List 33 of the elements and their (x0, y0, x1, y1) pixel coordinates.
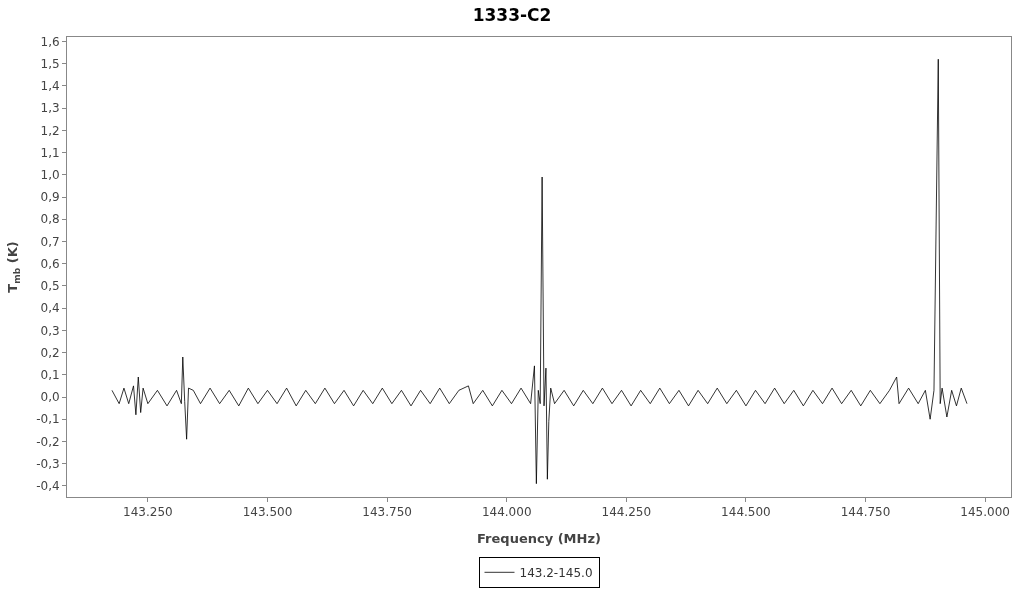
x-tick-label: 145.000 (960, 505, 1010, 520)
x-axis-title: Frequency (MHz) (477, 531, 601, 546)
y-tick-label: 0,1 (40, 367, 60, 382)
y-tick-label: 0,6 (40, 256, 60, 271)
y-tick-label: 1,5 (40, 56, 60, 71)
y-tick-label: 0,4 (40, 301, 60, 316)
y-tick-label: 1,3 (40, 101, 60, 116)
y-tick-label: -0,4 (36, 479, 60, 494)
y-tick-label: 0,0 (40, 390, 60, 405)
y-tick-label: 0,9 (40, 190, 60, 205)
x-tick-label: 144.750 (840, 505, 891, 520)
y-tick-label: 1,0 (40, 167, 60, 182)
x-tick-label: 143.250 (123, 505, 173, 520)
line-series (111, 58, 968, 485)
x-tick-label: 144.500 (721, 505, 771, 520)
y-tick-label: 0,7 (40, 234, 60, 249)
y-tick-label: 0,2 (40, 345, 60, 360)
y-tick-label: 1,2 (40, 123, 60, 138)
x-tick-label: 144.250 (601, 505, 652, 520)
y-tick-label: 0,3 (40, 323, 60, 338)
chart-title: 1333-C2 (472, 4, 552, 25)
y-tick-label: 1,1 (40, 145, 60, 160)
legend-label: 143.2-145.0 (519, 565, 593, 580)
y-tick-label: -0,3 (36, 456, 60, 471)
y-tick-label: 1,6 (40, 34, 60, 49)
x-tick-label: 144.000 (481, 505, 532, 520)
y-tick-label: 1,4 (40, 79, 60, 94)
y-tick-label: -0,2 (36, 434, 60, 449)
x-tick-label: 143.750 (362, 505, 412, 520)
y-tick-label: -0,1 (36, 412, 60, 427)
y-tick-label: 0,8 (40, 212, 60, 227)
y-tick-label: 0,5 (40, 279, 60, 294)
x-tick-label: 143.500 (242, 505, 293, 520)
